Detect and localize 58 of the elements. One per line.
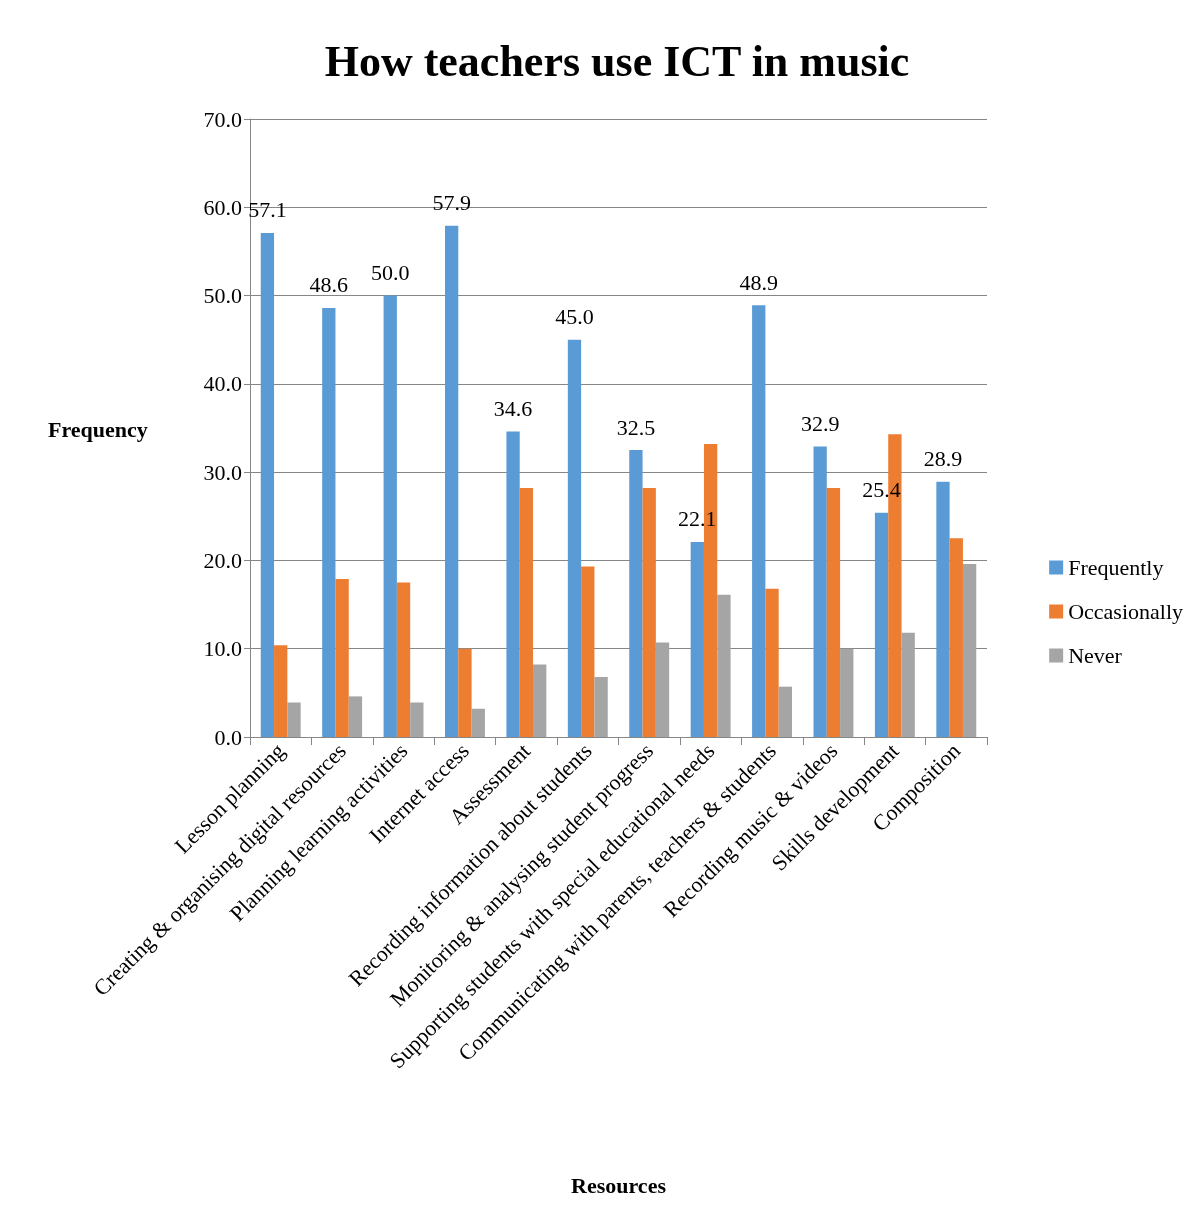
bar — [519, 488, 534, 737]
data-label: 48.6 — [309, 272, 349, 298]
bar — [778, 686, 792, 737]
bar — [287, 702, 301, 737]
bar — [949, 538, 963, 737]
data-label: 57.9 — [432, 190, 471, 216]
bar — [655, 642, 670, 737]
data-label: 32.5 — [616, 414, 656, 440]
bar — [322, 307, 336, 737]
bar — [506, 431, 520, 737]
bar — [962, 563, 977, 737]
bar — [335, 578, 349, 737]
y-tick-label: 30.0 — [203, 459, 242, 485]
data-label: 57.1 — [248, 197, 287, 223]
bar — [765, 588, 779, 737]
chart-title: How teachers use ICT in music — [324, 36, 910, 86]
y-tick-label: 10.0 — [203, 636, 242, 662]
bar — [458, 648, 472, 737]
y-tick-label: 20.0 — [203, 547, 242, 573]
bar — [396, 582, 411, 737]
y-tick-label: 60.0 — [203, 194, 242, 220]
data-label: 32.9 — [800, 411, 840, 437]
bar — [936, 481, 950, 737]
data-label: 45.0 — [555, 304, 594, 330]
data-label: 34.6 — [493, 396, 533, 422]
bar — [629, 450, 643, 737]
legend-label: Frequently — [1068, 555, 1164, 580]
bar — [445, 225, 459, 737]
bar — [901, 632, 915, 737]
y-tick-label: 0.0 — [214, 724, 242, 750]
x-axis-title: Resources — [571, 1172, 667, 1198]
bar — [874, 512, 889, 737]
data-label: 28.9 — [923, 446, 963, 472]
bar — [567, 339, 582, 737]
data-label: 48.9 — [739, 269, 778, 295]
bar — [690, 541, 704, 737]
bar — [594, 676, 608, 737]
bar — [752, 305, 766, 737]
bar — [383, 295, 397, 737]
data-label: 50.0 — [370, 260, 410, 286]
bar — [471, 708, 485, 737]
y-tick-label: 70.0 — [203, 106, 242, 132]
bar — [274, 645, 288, 737]
bar — [260, 232, 275, 737]
y-tick-label: 50.0 — [203, 283, 242, 309]
bar — [813, 446, 827, 737]
y-axis-title: Frequency — [48, 416, 148, 442]
bar — [348, 696, 363, 737]
bar — [533, 664, 547, 737]
bar — [840, 648, 854, 737]
bar — [581, 566, 595, 737]
bar — [826, 488, 841, 737]
bar — [642, 488, 656, 737]
bar — [410, 702, 424, 737]
legend-label: Never — [1068, 643, 1123, 668]
legend-label: Occasionally — [1068, 599, 1184, 624]
y-tick-label: 40.0 — [203, 371, 242, 397]
bar — [717, 594, 731, 737]
